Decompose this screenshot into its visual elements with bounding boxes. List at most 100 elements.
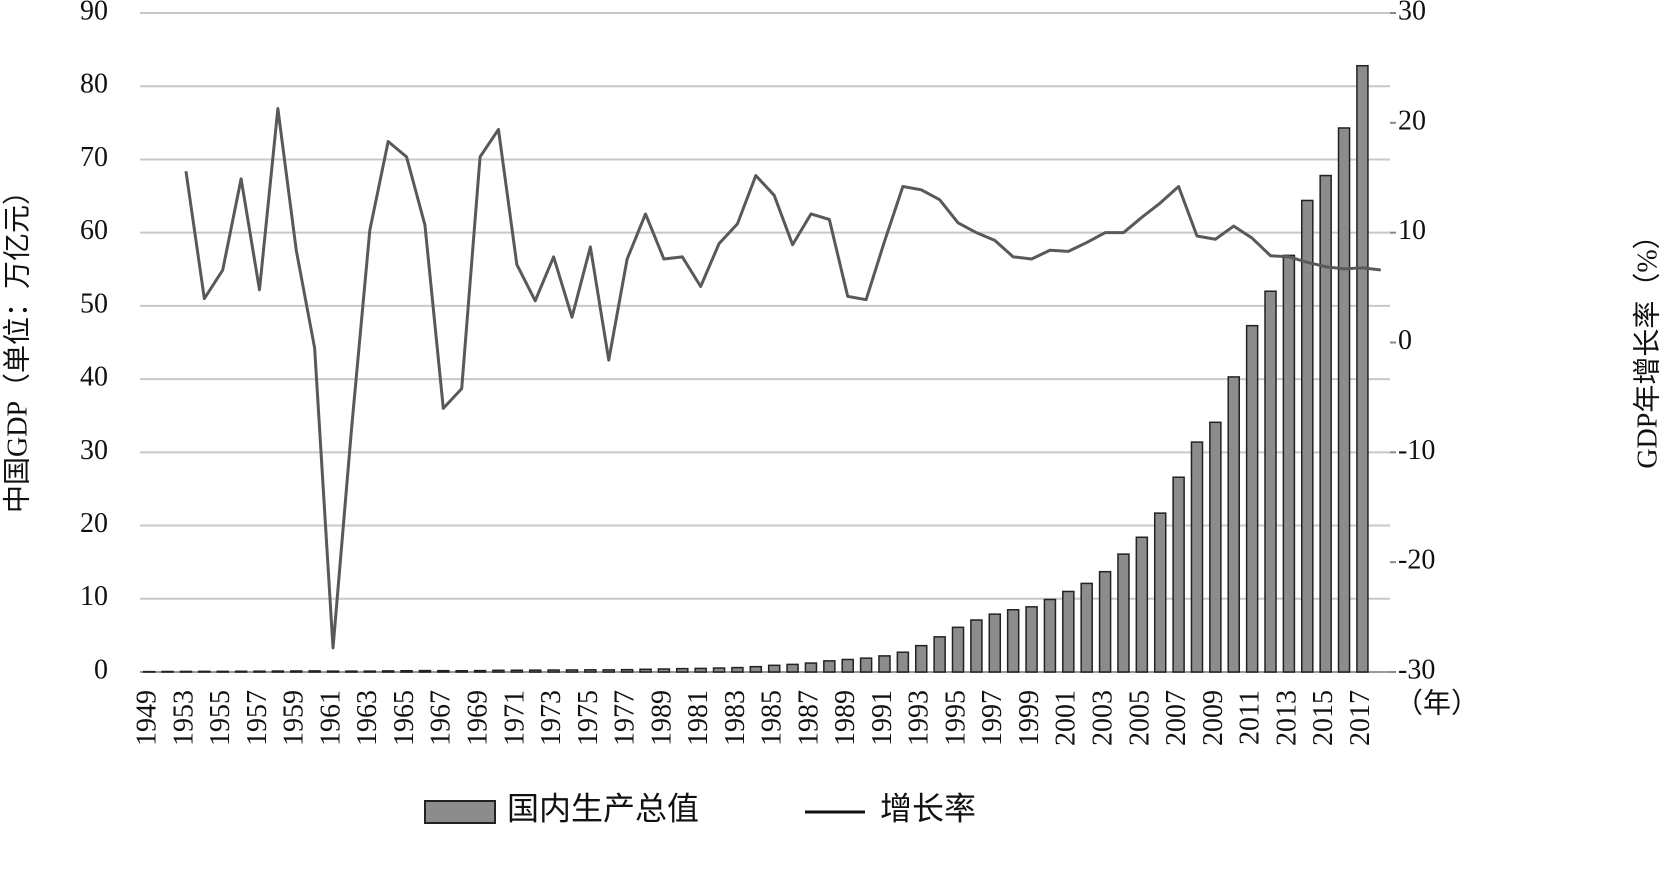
x-tick-label: 1983 xyxy=(720,690,751,746)
bar xyxy=(731,666,744,673)
x-tick-label: 1971 xyxy=(499,690,530,746)
bar xyxy=(896,651,910,673)
bar xyxy=(161,670,174,673)
bar xyxy=(216,670,229,673)
x-tick-label: 1959 xyxy=(279,690,310,746)
x-tick-label: 2001 xyxy=(1051,690,1082,746)
y2-tick-label: 0 xyxy=(1398,325,1412,356)
bar xyxy=(345,670,358,673)
bar xyxy=(326,670,340,673)
bar xyxy=(565,669,579,673)
x-tick-label: 2013 xyxy=(1271,690,1302,746)
y2-tick-label: -10 xyxy=(1398,435,1435,466)
bar xyxy=(473,669,487,673)
y-tick-label: 60 xyxy=(80,215,108,246)
x-tick-label: 1977 xyxy=(610,690,641,746)
y-tick-label: 10 xyxy=(80,581,108,612)
bar xyxy=(1227,376,1241,673)
x-tick-label: 1985 xyxy=(757,690,788,746)
bar xyxy=(1356,64,1369,673)
bar xyxy=(694,667,707,673)
y-tick-label: 20 xyxy=(80,508,108,539)
bar xyxy=(455,670,468,673)
y-tick-label: 40 xyxy=(80,362,108,393)
x-tick-label: 1995 xyxy=(940,690,971,746)
bar xyxy=(1006,609,1020,673)
bar xyxy=(1301,199,1314,673)
x-tick-label: 1987 xyxy=(793,690,824,746)
line xyxy=(184,107,1381,650)
y-tick-label: 0 xyxy=(94,654,108,685)
bar xyxy=(198,670,211,673)
y2-axis-label: GDP年增长率（%） xyxy=(1631,221,1663,468)
x-tick-label: 1963 xyxy=(352,690,383,746)
x-tick-label: 1955 xyxy=(205,690,236,746)
x-tick-label: 2011 xyxy=(1235,690,1266,745)
bar xyxy=(289,670,303,673)
bar xyxy=(1135,536,1149,673)
bar xyxy=(988,613,1002,673)
x-tick-label: 1961 xyxy=(315,690,346,746)
bar xyxy=(878,655,891,673)
x-tick-label: 1969 xyxy=(462,690,493,746)
bar xyxy=(234,670,248,673)
bar xyxy=(547,669,560,673)
bar xyxy=(620,668,634,673)
x-tick-label: 1965 xyxy=(389,690,420,746)
x-tick-label: 1989 xyxy=(646,690,677,746)
legend-swatch xyxy=(424,800,496,824)
bar xyxy=(528,669,542,673)
x-tick-label: 1957 xyxy=(242,690,273,746)
bar xyxy=(1062,590,1075,673)
bar xyxy=(1117,553,1130,673)
bar xyxy=(1319,174,1332,673)
y-tick-label: 50 xyxy=(80,288,108,319)
x-tick-label: 2017 xyxy=(1345,690,1376,746)
bar xyxy=(308,670,321,673)
bar xyxy=(253,670,266,673)
bar xyxy=(1172,476,1185,673)
bar xyxy=(951,626,965,673)
bar xyxy=(823,660,836,673)
bar xyxy=(657,668,671,673)
x-tick-label: 1993 xyxy=(904,690,935,746)
y-tick-label: 90 xyxy=(80,0,108,26)
x-tick-label: 1999 xyxy=(1014,690,1045,746)
bar xyxy=(804,662,818,673)
bar xyxy=(1025,606,1038,673)
bar xyxy=(584,669,597,673)
y-axis-label: 中国GDP（单位：万亿元） xyxy=(1,177,33,513)
y2-tick-label: 20 xyxy=(1398,105,1426,136)
bar xyxy=(400,670,413,673)
x-tick-label: 2007 xyxy=(1161,690,1192,746)
x-tick-label: 1975 xyxy=(573,690,604,746)
x-tick-label: 2009 xyxy=(1198,690,1229,746)
x-tick-label: 2005 xyxy=(1124,690,1155,746)
bar xyxy=(602,669,616,673)
x-tick-label: 1981 xyxy=(683,690,714,746)
bar xyxy=(437,669,450,673)
bar xyxy=(676,667,689,673)
bar xyxy=(859,657,873,673)
x-tick-label: 1949 xyxy=(132,690,163,746)
x-tick-label: 2015 xyxy=(1308,690,1339,746)
bar xyxy=(418,669,432,673)
bar xyxy=(1080,582,1093,673)
bar xyxy=(749,665,763,673)
legend-label: 增长率 xyxy=(880,790,976,826)
bar xyxy=(970,619,983,673)
bar xyxy=(914,644,928,673)
x-tick-label: 1991 xyxy=(867,690,898,746)
x-tick-label: 1953 xyxy=(168,690,199,746)
bar xyxy=(712,667,726,673)
y-tick-label: 70 xyxy=(80,142,108,173)
bar xyxy=(381,670,395,673)
bar xyxy=(639,668,652,673)
bar xyxy=(1264,290,1277,673)
bar xyxy=(767,664,781,673)
legend-label: 国内生产总值 xyxy=(507,790,699,826)
bar xyxy=(1043,598,1057,673)
bar xyxy=(1098,570,1112,673)
bar xyxy=(786,663,799,673)
y-tick-label: 30 xyxy=(80,435,108,466)
